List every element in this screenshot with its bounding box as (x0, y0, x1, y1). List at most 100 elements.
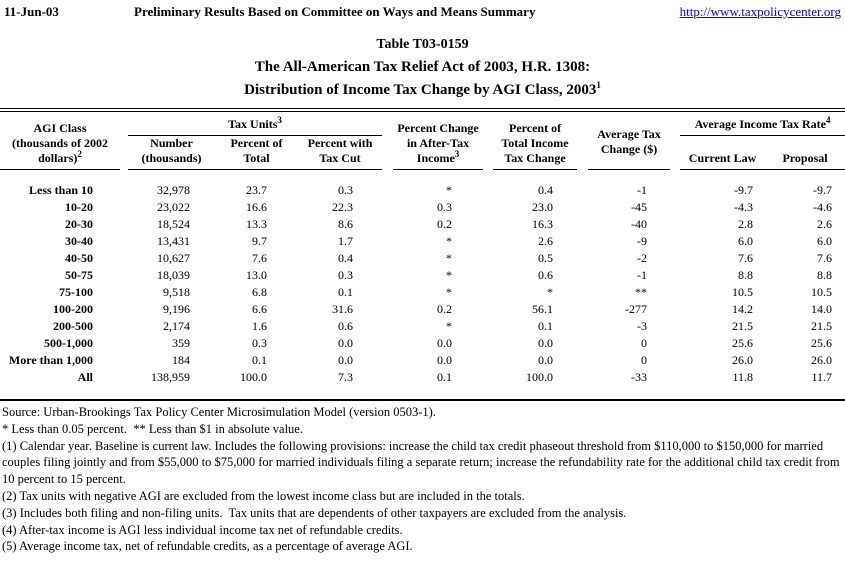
value-cell: 2.6 (538, 234, 554, 248)
spacer-cell (120, 170, 128, 200)
header-percent-with-tax-cut: Percent with Tax Cut (298, 135, 383, 170)
value-cell: 0.6 (338, 319, 354, 333)
header-number-thousands: Number (thousands) (128, 135, 215, 170)
spacer-cell (120, 369, 128, 386)
value-cell: 32,978 (157, 183, 190, 197)
spacer-cell (382, 216, 393, 233)
spacer-cell (670, 250, 680, 267)
spacer-cell (483, 284, 493, 301)
value-cell: 22.3 (332, 200, 354, 214)
value-cell: 16.3 (532, 217, 554, 231)
value-cell: 14.2 (732, 302, 754, 316)
value-cell: 184 (172, 353, 190, 367)
value-cell: 26.0 (732, 353, 754, 367)
value-cell: 1.6 (252, 319, 267, 333)
spacer-cell (120, 250, 128, 267)
page-header: 11-Jun-03 Preliminary Results Based on C… (0, 0, 845, 20)
agi-class-cell: 50-75 (65, 268, 93, 282)
value-cell: * (446, 183, 453, 197)
footnote-ref-4: 4 (826, 115, 831, 125)
spacer-cell (382, 170, 393, 200)
value-cell: -4.6 (813, 200, 833, 214)
spacer-cell (120, 284, 128, 301)
value-cell: * (446, 234, 453, 248)
value-cell: 0.0 (338, 336, 354, 350)
header-agi-class: AGI Class (thousands of 2002 dollars)2 (0, 112, 120, 170)
spacer-cell (483, 216, 493, 233)
value-cell: 10.5 (811, 285, 833, 299)
source-note: Source: Urban-Brookings Tax Policy Cente… (2, 405, 436, 419)
agi-class-cell: 30-40 (65, 234, 93, 248)
value-cell: -9.7 (734, 183, 754, 197)
spacer-cell (382, 250, 393, 267)
spacer-cell (577, 112, 588, 170)
value-cell: 8.6 (338, 217, 354, 231)
spacer-cell (577, 170, 588, 200)
table-row: All 138,959 100.0 7.3 0.1 100.0 -33 11.8 11.7 (0, 369, 845, 386)
value-cell: 2,174 (163, 319, 190, 333)
header-group-tax-units: Tax Units3 (128, 112, 383, 136)
value-cell: 7.6 (817, 251, 833, 265)
taxpolicycenter-link[interactable]: http://www.taxpolicycenter.org (679, 4, 841, 19)
report-subtitle: Preliminary Results Based on Committee o… (134, 4, 536, 19)
value-cell: 0.1 (538, 319, 554, 333)
value-cell: 0.1 (437, 370, 453, 384)
value-cell: 8.8 (817, 268, 833, 282)
spacer-cell (483, 199, 493, 216)
value-cell: 9.7 (252, 234, 267, 248)
spacer-cell (483, 318, 493, 335)
spacer-cell (483, 233, 493, 250)
spacer-cell (577, 233, 588, 250)
value-cell: 21.5 (811, 319, 833, 333)
table-row: 200-500 2,174 1.6 0.6 * 0.1 -3 21.5 21.5 (0, 318, 845, 335)
value-cell: 21.5 (732, 319, 754, 333)
value-cell: 0.1 (338, 285, 354, 299)
value-cell: 25.6 (811, 336, 833, 350)
numbered-footnotes: (1) Calendar year. Baseline is current l… (2, 438, 843, 556)
date-label: 11-Jun-03 (4, 4, 59, 19)
value-cell: 0.1 (252, 353, 267, 367)
spacer-cell (120, 335, 128, 352)
value-cell: -45 (631, 200, 648, 214)
value-cell: 13,431 (157, 234, 190, 248)
spacer-cell (382, 199, 393, 216)
value-cell: 0.0 (538, 353, 554, 367)
value-cell: 0.2 (437, 302, 453, 316)
agi-class-cell: Less than 10 (28, 183, 93, 197)
value-cell: -277 (625, 302, 648, 316)
distribution-title: Distribution of Income Tax Change by AGI… (244, 80, 601, 99)
value-cell: -40 (631, 217, 648, 231)
header-current-law: Current Law (680, 135, 766, 170)
spacer-cell (577, 369, 588, 386)
distribution-table: AGI Class (thousands of 2002 dollars)2 T… (0, 112, 845, 386)
spacer-cell (120, 301, 128, 318)
agi-class-cell: 500-1,000 (44, 336, 93, 350)
spacer-cell (577, 216, 588, 233)
header-pct-total-income-tax-change: Percent of Total Income Tax Change (493, 112, 578, 170)
spacer-cell (382, 112, 393, 170)
spacer-cell (577, 284, 588, 301)
spacer-cell (577, 335, 588, 352)
value-cell: 0.3 (338, 268, 354, 282)
value-cell: 8.8 (738, 268, 754, 282)
spacer-cell (577, 352, 588, 369)
spacer-cell (670, 352, 680, 369)
footnote: (4) After-tax income is AGI less individ… (2, 522, 403, 537)
value-cell: 25.6 (732, 336, 754, 350)
footnote-ref-3: 3 (277, 115, 282, 125)
footnote-ref-1: 1 (596, 80, 601, 90)
value-cell: 6.6 (252, 302, 267, 316)
value-cell: 0.4 (538, 183, 554, 197)
footnote: (2) Tax units with negative AGI are excl… (2, 488, 525, 503)
spacer-cell (483, 335, 493, 352)
agi-class-cell: 40-50 (65, 251, 93, 265)
value-cell: 23,022 (157, 200, 190, 214)
value-cell: * (446, 319, 453, 333)
header-group-average-income-tax-rate: Average Income Tax Rate4 (680, 112, 845, 136)
spacer-cell (577, 267, 588, 284)
spacer-cell (120, 199, 128, 216)
spacer-cell (382, 318, 393, 335)
value-cell: 11.7 (811, 370, 833, 384)
spacer-cell (483, 170, 493, 200)
value-cell: 0.2 (437, 217, 453, 231)
